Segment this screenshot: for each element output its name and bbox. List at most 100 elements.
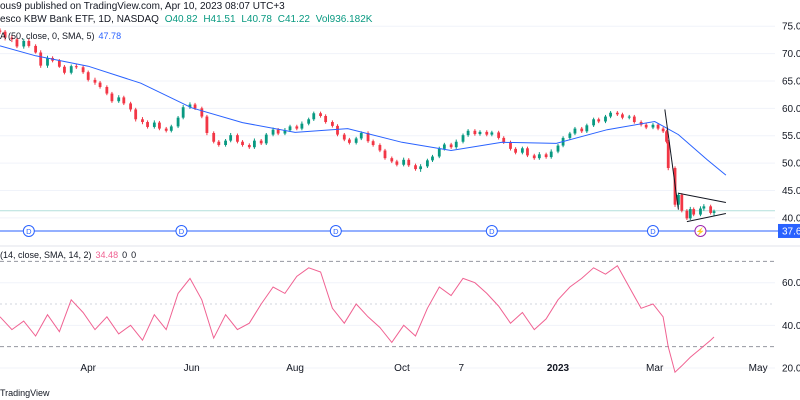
candle-down bbox=[449, 144, 453, 148]
candle-down bbox=[497, 132, 501, 138]
candle-down bbox=[342, 134, 346, 140]
candle-up bbox=[402, 159, 406, 165]
candle-down bbox=[276, 129, 280, 134]
candle-up bbox=[426, 160, 429, 167]
rsi-label: (14, close, SMA, 14, 2) bbox=[0, 250, 92, 260]
candle-down bbox=[526, 148, 529, 156]
dividend-event-marker[interactable]: D bbox=[22, 224, 35, 237]
candle-up bbox=[490, 132, 494, 135]
time-tick-label: Mar bbox=[646, 363, 664, 374]
candle-down bbox=[621, 114, 624, 118]
candle-down bbox=[347, 139, 351, 143]
event-marker-label: D bbox=[26, 227, 32, 236]
candle-down bbox=[205, 116, 209, 133]
candle-down bbox=[680, 194, 684, 211]
last-price-box bbox=[778, 223, 800, 238]
event-marker-circle bbox=[646, 224, 659, 237]
price-tick-label: 40.00 bbox=[782, 213, 800, 224]
dividend-event-marker[interactable]: D bbox=[485, 224, 498, 237]
event-marker-circle bbox=[22, 224, 35, 237]
event-markers[interactable]: D D D D D ⚡ bbox=[22, 224, 707, 237]
candle-down bbox=[98, 82, 102, 87]
candle-up bbox=[573, 128, 577, 134]
candle-up bbox=[188, 104, 192, 108]
candle-down bbox=[193, 104, 197, 109]
candle-down bbox=[93, 79, 97, 83]
candle-up bbox=[117, 97, 121, 102]
time-axis: Apr Jun Aug Oct 7 2023 Mar May bbox=[80, 363, 767, 374]
candle-up bbox=[169, 126, 173, 131]
tradingview-logo[interactable]: TradingView bbox=[0, 387, 50, 400]
candle-up bbox=[712, 211, 716, 213]
ma-label: A (50, close, 0, SMA, 5) bbox=[0, 31, 95, 41]
candle-up bbox=[592, 119, 596, 126]
candle-down bbox=[146, 122, 149, 127]
candle-down bbox=[666, 141, 670, 169]
candle-down bbox=[532, 155, 536, 159]
candle-down bbox=[81, 67, 85, 73]
rsi-legend[interactable]: (14, close, SMA, 14, 2) 34.48 0 0 bbox=[0, 249, 136, 261]
candle-down bbox=[3, 31, 7, 38]
dividend-event-marker[interactable]: D bbox=[175, 224, 188, 237]
dividend-event-marker[interactable]: D bbox=[646, 224, 659, 237]
chart-header: ous9 published on TradingView.com, Apr 1… bbox=[0, 0, 760, 25]
candle-down bbox=[324, 116, 328, 123]
candle-up bbox=[46, 57, 49, 66]
candle-down bbox=[632, 116, 636, 123]
candle-down bbox=[502, 137, 506, 143]
candle-down bbox=[212, 132, 216, 142]
candle-down bbox=[105, 86, 109, 94]
candle-down bbox=[86, 72, 90, 80]
candle-down bbox=[378, 145, 382, 151]
candle-up bbox=[300, 123, 304, 129]
event-marker-label: D bbox=[489, 227, 495, 236]
candle-down bbox=[407, 159, 411, 166]
brand-text: TradingView bbox=[0, 388, 50, 398]
candle-up bbox=[229, 135, 233, 141]
rsi-extra-2: 0 bbox=[131, 250, 137, 260]
candle-up bbox=[520, 148, 524, 153]
candle-up bbox=[288, 126, 292, 131]
price-tick-label: 70.00 bbox=[782, 49, 800, 60]
candle-down bbox=[134, 109, 138, 120]
candle-up bbox=[176, 117, 180, 127]
rsi-grid bbox=[0, 260, 775, 369]
candle-up bbox=[651, 124, 655, 128]
candle-down bbox=[158, 122, 161, 129]
candle-up bbox=[609, 112, 612, 117]
candle-down bbox=[164, 128, 168, 131]
price-tick-label: 65.00 bbox=[782, 76, 800, 87]
event-marker-circle bbox=[175, 224, 188, 237]
split-event-marker[interactable]: ⚡ bbox=[694, 224, 707, 237]
candle-down bbox=[414, 165, 417, 170]
candle-down bbox=[331, 122, 334, 126]
price-tick-label: 45.00 bbox=[782, 186, 800, 197]
trendlines[interactable] bbox=[664, 109, 727, 223]
candle-down bbox=[644, 124, 648, 128]
candle-up bbox=[431, 156, 434, 161]
candle-down bbox=[247, 145, 251, 148]
dividend-event-marker[interactable]: D bbox=[329, 224, 342, 237]
candle-up bbox=[69, 66, 73, 73]
candle-down bbox=[336, 125, 339, 135]
candle-down bbox=[110, 93, 114, 102]
candle-up bbox=[585, 125, 589, 132]
event-marker-label: D bbox=[179, 227, 185, 236]
candle-down bbox=[395, 161, 399, 165]
candle-up bbox=[283, 130, 287, 134]
candle-up bbox=[688, 209, 692, 219]
price-grid bbox=[0, 25, 800, 247]
ma-legend[interactable]: A (50, close, 0, SMA, 5) 47.78 bbox=[0, 30, 121, 42]
candle-down bbox=[709, 206, 713, 213]
candle-up bbox=[549, 151, 553, 158]
candle-up bbox=[307, 119, 311, 124]
candle-down bbox=[0, 30, 2, 32]
candle-down bbox=[383, 150, 387, 159]
candle-down bbox=[57, 60, 61, 67]
candle-down bbox=[692, 209, 696, 215]
time-tick-label: Jun bbox=[184, 363, 200, 374]
candle-down bbox=[217, 141, 221, 146]
symbol-title[interactable]: esco KBW Bank ETF, 1D, NASDAQ bbox=[0, 14, 159, 25]
candle-down bbox=[319, 113, 322, 117]
